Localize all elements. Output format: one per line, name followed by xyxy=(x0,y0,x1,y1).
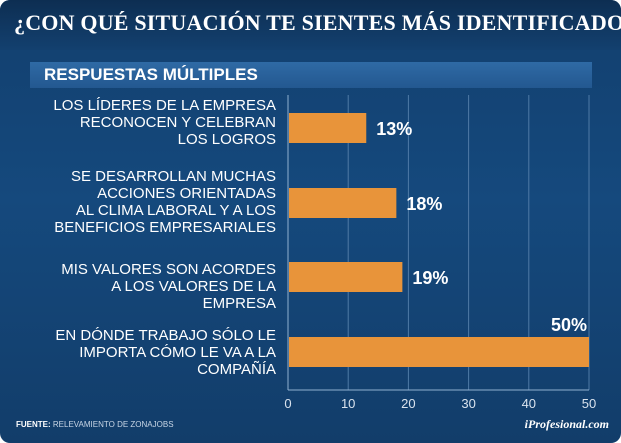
value-label-4: 50% xyxy=(551,315,587,335)
category-label-2: SE DESARROLLAN MUCHAS ACCIONES ORIENTADA… xyxy=(54,168,276,236)
bar-2 xyxy=(289,188,397,218)
subtitle-bar: RESPUESTAS MÚLTIPLES xyxy=(30,62,592,88)
bar-1 xyxy=(289,113,367,143)
category-label-1: LOS LÍDERES DE LA EMPRESA RECONOCEN Y CE… xyxy=(53,97,276,148)
bar-3 xyxy=(289,262,403,292)
x-tick-label-10: 10 xyxy=(341,396,355,411)
brand-logo: iProfesional.com xyxy=(524,417,609,431)
x-tick-label-20: 20 xyxy=(401,396,415,411)
category-label-4: EN DÓNDE TRABAJO SÓLO LE IMPORTA CÓMO LE… xyxy=(55,327,276,378)
source-label: FUENTE: xyxy=(16,420,51,429)
source-note: FUENTE: RELEVAMIENTO DE ZONAJOBS xyxy=(16,420,174,429)
x-tick-label-0: 0 xyxy=(284,396,291,411)
title-bar: ¿CON QUÉ SITUACIÓN TE SIENTES MÁS IDENTI… xyxy=(0,0,621,50)
x-tick-label-40: 40 xyxy=(522,396,536,411)
bar-4 xyxy=(289,337,589,367)
category-label-3: MIS VALORES SON ACORDES A LOS VALORES DE… xyxy=(61,261,276,312)
value-label-1: 13% xyxy=(376,119,412,139)
chart-subtitle: RESPUESTAS MÚLTIPLES xyxy=(44,65,258,84)
x-tick-label-50: 50 xyxy=(582,396,596,411)
x-tick-label-30: 30 xyxy=(461,396,475,411)
value-label-3: 19% xyxy=(412,268,448,288)
source-text: RELEVAMIENTO DE ZONAJOBS xyxy=(52,420,174,429)
chart-title: ¿CON QUÉ SITUACIÓN TE SIENTES MÁS IDENTI… xyxy=(14,10,621,35)
value-label-2: 18% xyxy=(406,194,442,214)
